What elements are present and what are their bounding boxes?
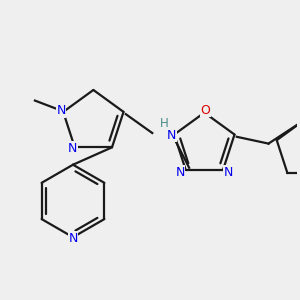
Text: H: H [160,118,169,130]
Text: N: N [167,129,176,142]
Text: N: N [176,166,185,179]
Text: O: O [201,104,210,117]
Text: N: N [56,104,66,117]
Text: N: N [68,232,78,245]
Text: N: N [224,166,233,179]
Text: N: N [68,142,77,155]
